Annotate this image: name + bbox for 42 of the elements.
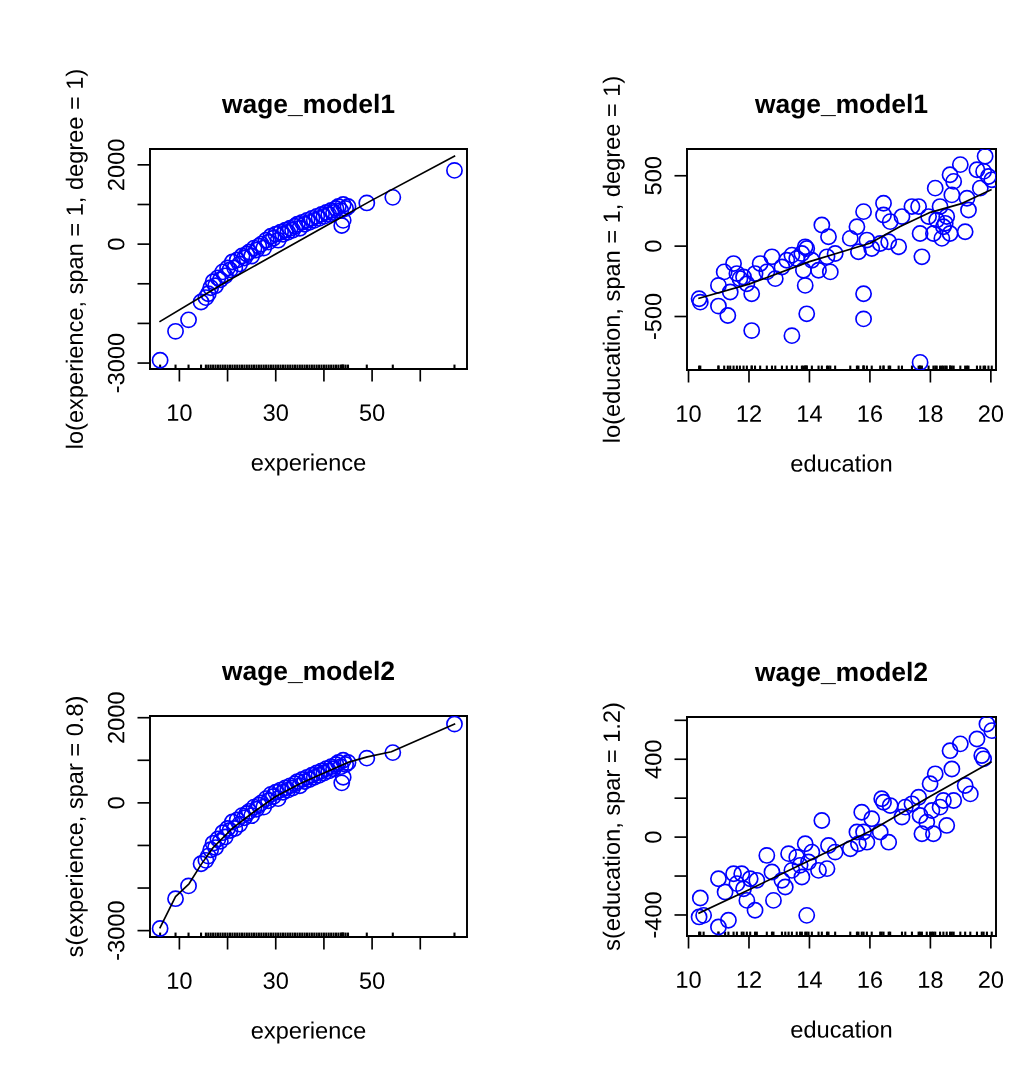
y-tick-label: 0: [107, 797, 125, 809]
x-tick-label: 50: [359, 972, 385, 990]
x-tick-label: 14: [798, 405, 822, 422]
x-tick-label: 30: [263, 972, 288, 990]
y-tick-label: 2000: [107, 692, 125, 743]
x-tick-label: 16: [858, 405, 883, 423]
x-tick-label: 14: [798, 971, 822, 988]
x-tick-label: 50: [359, 404, 385, 422]
chart-title: wage_model2: [221, 660, 394, 686]
y-axis-title: s(education, spar = 1.2): [602, 703, 625, 951]
y-tick-label: 500: [644, 156, 662, 195]
x-axis-title: education: [791, 454, 892, 472]
x-tick-label: 10: [677, 971, 701, 989]
y-axis-title: s(experience, spar = 0.8): [65, 697, 88, 957]
x-tick-label: 12: [737, 405, 761, 422]
x-tick-label: 16: [858, 971, 883, 989]
y-tick-label: -400: [644, 892, 662, 938]
y-axis-title: lo(education, span = 1, degree = 1): [602, 77, 625, 442]
x-tick-label: 18: [919, 971, 943, 989]
chart-title: wage_model2: [754, 661, 927, 687]
x-tick-label: 30: [263, 404, 288, 422]
y-tick-label: -500: [644, 293, 662, 340]
x-axis-title: experience: [251, 1021, 366, 1044]
x-tick-label: 12: [737, 971, 761, 988]
y-tick-label: 400: [644, 740, 662, 779]
chart-title: wage_model1: [221, 93, 395, 119]
x-axis-title: experience: [251, 453, 366, 476]
y-tick-label: 0: [107, 238, 125, 250]
chart-title: wage_model1: [754, 93, 928, 119]
x-tick-label: 20: [978, 971, 1004, 989]
y-tick-label: 0: [644, 831, 662, 843]
y-tick-label: -3000: [107, 901, 125, 960]
y-axis-title: lo(experience, span = 1, degree = 1): [65, 70, 88, 448]
y-tick-label: -3000: [107, 333, 125, 393]
x-tick-label: 10: [168, 972, 192, 990]
x-axis-title: education: [791, 1020, 892, 1038]
x-tick-label: 20: [978, 405, 1004, 423]
y-tick-label: 0: [644, 240, 662, 252]
x-tick-label: 10: [677, 405, 701, 423]
y-tick-label: 2000: [107, 139, 125, 190]
x-tick-label: 10: [168, 404, 192, 422]
x-tick-label: 18: [919, 405, 943, 423]
